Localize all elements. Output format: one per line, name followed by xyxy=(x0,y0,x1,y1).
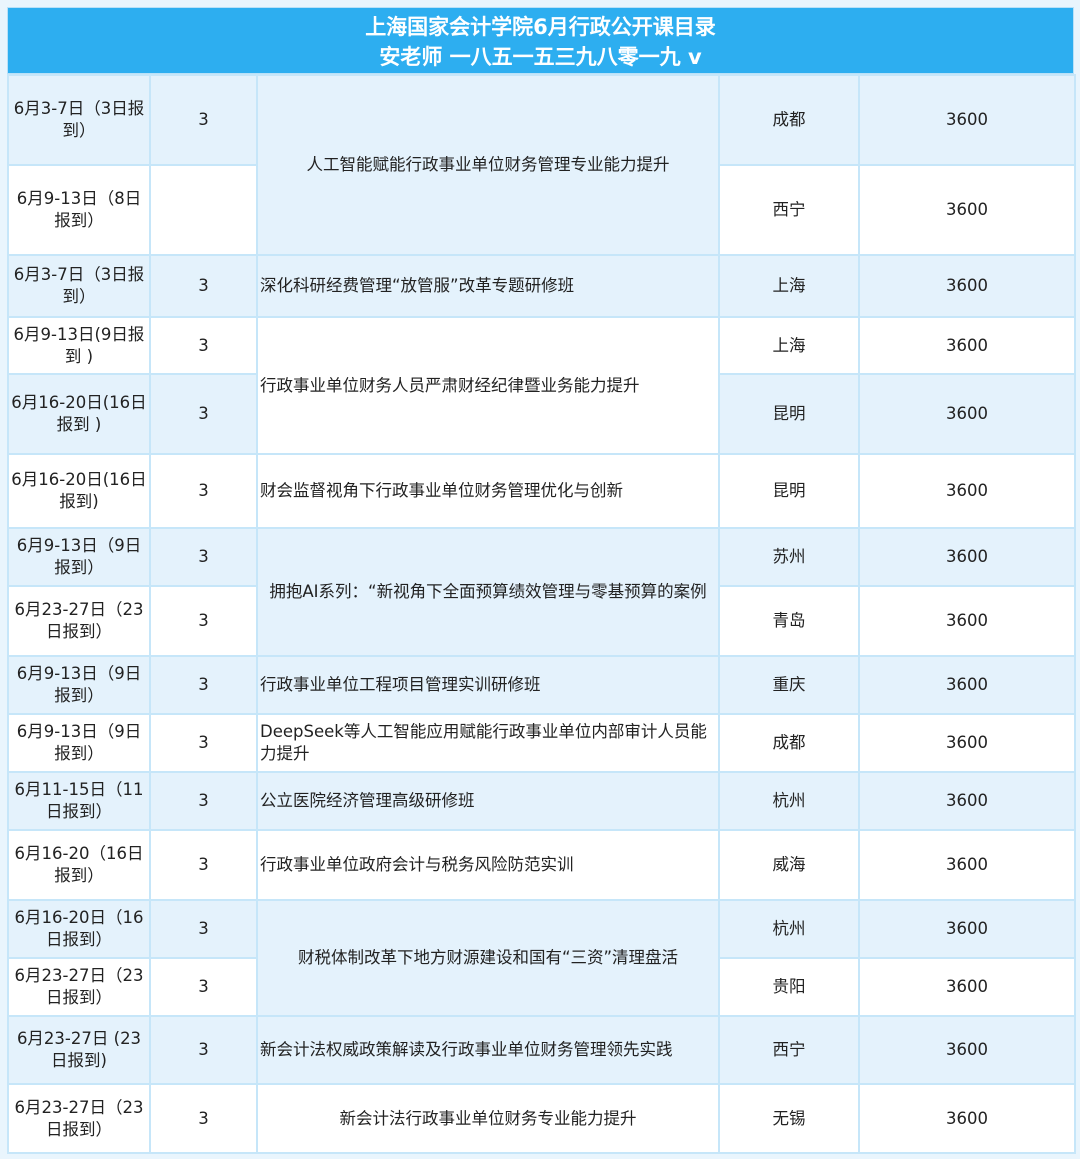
fee-cell: 3600 xyxy=(858,957,1076,1017)
table-row: 6月9-13日（8日报到） 西宁 3600 xyxy=(7,164,1076,256)
city-cell: 上海 xyxy=(718,254,860,318)
days-cell: 3 xyxy=(149,899,258,959)
fee-cell: 3600 xyxy=(858,829,1076,901)
date-cell: 6月23-27日（23日报到） xyxy=(7,1083,151,1154)
table-row: 6月23-27日（23日报到） 3 新会计法行政事业单位财务专业能力提升 无锡 3600 xyxy=(7,1083,1076,1154)
fee-cell: 3600 xyxy=(858,1015,1076,1085)
fee-cell: 3600 xyxy=(858,771,1076,831)
table-row: 6月23-27日（23日报到） 3 贵阳 3600 xyxy=(7,957,1076,1017)
date-cell: 6月16-20日（16日报到） xyxy=(7,899,151,959)
city-cell: 成都 xyxy=(718,713,860,773)
date-cell: 6月23-27日（23日报到） xyxy=(7,585,151,657)
table-row: 6月16-20（16日报到） 3 行政事业单位政府会计与税务风险防范实训 威海 3600 xyxy=(7,829,1076,901)
days-cell: 3 xyxy=(149,254,258,318)
days-cell: 3 xyxy=(149,453,258,529)
date-cell: 6月16-20日(16日报到) xyxy=(7,453,151,529)
city-cell: 成都 xyxy=(718,74,860,166)
fee-cell: 3600 xyxy=(858,655,1076,715)
days-cell: 3 xyxy=(149,1015,258,1085)
course-name-cell: 深化科研经费管理“放管服”改革专题研修班 xyxy=(256,254,720,318)
course-catalog: 上海国家会计学院6月行政公开课目录 安老师 一八五一五三九八零一九 v 6月3-… xyxy=(7,7,1076,1154)
date-cell: 6月16-20（16日报到） xyxy=(7,829,151,901)
course-name-cell: 行政事业单位政府会计与税务风险防范实训 xyxy=(256,829,720,901)
fee-cell: 3600 xyxy=(858,527,1076,587)
date-cell: 6月11-15日（11日报到） xyxy=(7,771,151,831)
days-cell: 3 xyxy=(149,527,258,587)
date-cell: 6月3-7日（3日报到） xyxy=(7,254,151,318)
table-row: 6月16-20日(16日报到) 3 财会监督视角下行政事业单位财务管理优化与创新 昆明… xyxy=(7,453,1076,529)
days-cell: 3 xyxy=(149,655,258,715)
date-cell: 6月9-13日（9日报到） xyxy=(7,655,151,715)
fee-cell: 3600 xyxy=(858,899,1076,959)
date-cell: 6月16-20日(16日报到 ) xyxy=(7,373,151,455)
course-name-cell: 新会计法行政事业单位财务专业能力提升 xyxy=(256,1083,720,1154)
table-row: 6月16-20日(16日报到 ) 3 昆明 3600 xyxy=(7,373,1076,455)
fee-cell: 3600 xyxy=(858,1083,1076,1154)
fee-cell: 3600 xyxy=(858,713,1076,773)
city-cell: 杭州 xyxy=(718,771,860,831)
fee-cell: 3600 xyxy=(858,585,1076,657)
days-cell: 3 xyxy=(149,957,258,1017)
days-cell: 3 xyxy=(149,316,258,375)
table-row: 6月9-13日(9日报到 ) 3 行政事业单位财务人员严肃财经纪律暨业务能力提升 上海… xyxy=(7,316,1076,455)
table-row: 6月23-27日（23日报到） 3 青岛 3600 xyxy=(7,585,1076,657)
city-cell: 苏州 xyxy=(718,527,860,587)
city-cell: 重庆 xyxy=(718,655,860,715)
course-name-cell: 拥抱AI系列：“新视角下全面预算绩效管理与零基预算的案例 xyxy=(256,527,720,657)
city-cell: 威海 xyxy=(718,829,860,901)
days-cell: 3 xyxy=(149,74,258,166)
date-cell: 6月23-27日（23日报到） xyxy=(7,957,151,1017)
city-cell: 贵阳 xyxy=(718,957,860,1017)
fee-cell: 3600 xyxy=(858,164,1076,256)
course-name-cell: 人工智能赋能行政事业单位财务管理专业能力提升 xyxy=(256,74,720,256)
course-name-cell: 财税体制改革下地方财源建设和国有“三资”清理盘活 xyxy=(256,899,720,1017)
date-cell: 6月9-13日（9日报到） xyxy=(7,527,151,587)
days-cell: 3 xyxy=(149,1083,258,1154)
city-cell: 西宁 xyxy=(718,164,860,256)
table-row: 6月9-13日（9日报到） 3 DeepSeek等人工智能应用赋能行政事业单位内部审… xyxy=(7,713,1076,773)
city-cell: 昆明 xyxy=(718,453,860,529)
catalog-title: 上海国家会计学院6月行政公开课目录 xyxy=(365,15,716,39)
fee-cell: 3600 xyxy=(858,453,1076,529)
city-cell: 昆明 xyxy=(718,373,860,455)
city-cell: 杭州 xyxy=(718,899,860,959)
course-name-cell: 公立医院经济管理高级研修班 xyxy=(256,771,720,831)
days-cell: 3 xyxy=(149,373,258,455)
table-row: 6月9-13日（9日报到） 3 拥抱AI系列：“新视角下全面预算绩效管理与零基预算的… xyxy=(7,527,1076,657)
catalog-header: 上海国家会计学院6月行政公开课目录 安老师 一八五一五三九八零一九 v xyxy=(7,7,1074,74)
table-row: 6月3-7日（3日报到） 3 人工智能赋能行政事业单位财务管理专业能力提升 成都 360… xyxy=(7,74,1076,256)
fee-cell: 3600 xyxy=(858,373,1076,455)
date-cell: 6月3-7日（3日报到） xyxy=(7,74,151,166)
course-name-cell: 新会计法权威政策解读及行政事业单位财务管理领先实践 xyxy=(256,1015,720,1085)
table-row: 6月11-15日（11日报到） 3 公立医院经济管理高级研修班 杭州 3600 xyxy=(7,771,1076,831)
course-name-cell: 行政事业单位工程项目管理实训研修班 xyxy=(256,655,720,715)
table-row: 6月23-27日 (23日报到) 3 新会计法权威政策解读及行政事业单位财务管理领先… xyxy=(7,1015,1076,1085)
fee-cell: 3600 xyxy=(858,254,1076,318)
table-row: 6月16-20日（16日报到） 3 财税体制改革下地方财源建设和国有“三资”清理盘活… xyxy=(7,899,1076,1017)
days-cell: 3 xyxy=(149,585,258,657)
days-cell: 3 xyxy=(149,771,258,831)
city-cell: 无锡 xyxy=(718,1083,860,1154)
date-cell: 6月9-13日（9日报到） xyxy=(7,713,151,773)
city-cell: 上海 xyxy=(718,316,860,375)
table-row: 6月9-13日（9日报到） 3 行政事业单位工程项目管理实训研修班 重庆 3600 xyxy=(7,655,1076,715)
course-name-cell: 行政事业单位财务人员严肃财经纪律暨业务能力提升 xyxy=(256,316,720,455)
date-cell: 6月9-13日(9日报到 ) xyxy=(7,316,151,375)
days-cell xyxy=(149,164,258,256)
city-cell: 青岛 xyxy=(718,585,860,657)
contact-line: 安老师 一八五一五三九八零一九 v xyxy=(379,45,702,69)
course-name-cell: 财会监督视角下行政事业单位财务管理优化与创新 xyxy=(256,453,720,529)
table-row: 6月3-7日（3日报到） 3 深化科研经费管理“放管服”改革专题研修班 上海 3600 xyxy=(7,254,1076,318)
date-cell: 6月23-27日 (23日报到) xyxy=(7,1015,151,1085)
days-cell: 3 xyxy=(149,829,258,901)
course-table: 6月3-7日（3日报到） 3 人工智能赋能行政事业单位财务管理专业能力提升 成都 360… xyxy=(7,74,1076,1154)
fee-cell: 3600 xyxy=(858,74,1076,166)
course-name-cell: DeepSeek等人工智能应用赋能行政事业单位内部审计人员能力提升 xyxy=(256,713,720,773)
fee-cell: 3600 xyxy=(858,316,1076,375)
days-cell: 3 xyxy=(149,713,258,773)
city-cell: 西宁 xyxy=(718,1015,860,1085)
date-cell: 6月9-13日（8日报到） xyxy=(7,164,151,256)
